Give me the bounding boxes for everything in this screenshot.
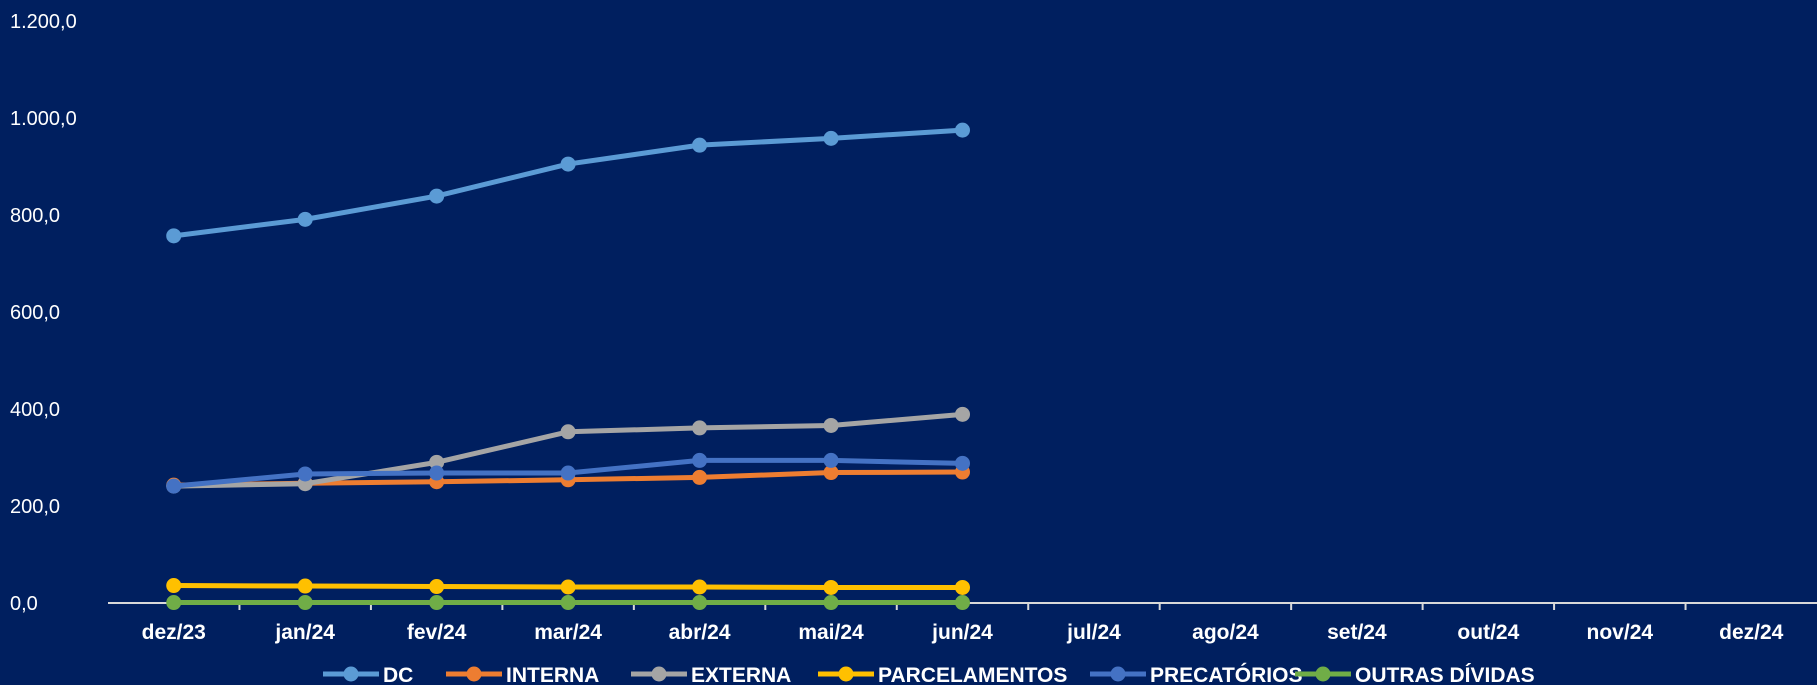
y-tick-label: 0,0 bbox=[10, 593, 38, 615]
y-tick-label: 800,0 bbox=[10, 205, 60, 227]
data-point bbox=[823, 417, 839, 433]
data-point bbox=[429, 465, 445, 481]
data-point bbox=[692, 595, 708, 611]
data-point bbox=[823, 130, 839, 146]
series-precat-rios bbox=[166, 452, 970, 494]
data-point bbox=[955, 455, 970, 471]
data-point bbox=[823, 452, 839, 468]
x-tick-label: fev/24 bbox=[407, 621, 467, 644]
legend-marker bbox=[838, 666, 854, 682]
data-point bbox=[166, 595, 182, 611]
data-point bbox=[297, 466, 313, 482]
legend-item: DC bbox=[323, 664, 413, 685]
y-tick-label: 1.000,0 bbox=[10, 108, 77, 130]
data-point bbox=[560, 156, 576, 172]
x-tick-label: mai/24 bbox=[798, 621, 864, 644]
legend-item: PARCELAMENTOS bbox=[818, 664, 1067, 685]
x-tick-label: jun/24 bbox=[931, 621, 993, 644]
x-tick-label: dez/24 bbox=[1719, 621, 1784, 644]
legend-label: DC bbox=[383, 664, 413, 685]
legend-label: INTERNA bbox=[506, 664, 599, 685]
x-axis-ticks: dez/23 jan/24 fev/24 mar/24 abr/24 mai/24 jun/… bbox=[142, 621, 1784, 644]
series-layer bbox=[166, 122, 970, 611]
legend-item: INTERNA bbox=[446, 664, 599, 685]
data-point bbox=[692, 420, 708, 436]
legend-item: PRECATÓRIOS bbox=[1090, 663, 1302, 685]
legend-marker bbox=[651, 666, 667, 682]
legend-item: EXTERNA bbox=[631, 664, 791, 685]
data-point bbox=[823, 579, 839, 595]
x-tick-label: ago/24 bbox=[1192, 621, 1259, 644]
series-dc bbox=[166, 122, 970, 244]
data-point bbox=[429, 454, 445, 470]
legend: DC INTERNA EXTERNA PARCELAMENTOS PRECATÓRIOS… bbox=[323, 663, 1535, 685]
series-outras-d-vidas bbox=[166, 595, 970, 611]
data-point bbox=[166, 228, 182, 244]
legend-item: OUTRAS DÍVIDAS bbox=[1295, 664, 1535, 685]
series-parcelamentos bbox=[166, 578, 970, 595]
legend-marker bbox=[1315, 666, 1331, 682]
data-point bbox=[166, 578, 182, 594]
data-point bbox=[429, 579, 445, 595]
data-point bbox=[560, 465, 576, 481]
legend-label: PRECATÓRIOS bbox=[1150, 663, 1302, 685]
data-point bbox=[823, 595, 839, 611]
data-point bbox=[692, 469, 708, 485]
data-point bbox=[297, 211, 313, 227]
legend-label: PARCELAMENTOS bbox=[878, 664, 1067, 685]
series-line bbox=[171, 127, 965, 239]
legend-label: OUTRAS DÍVIDAS bbox=[1355, 664, 1535, 685]
data-point bbox=[297, 595, 313, 611]
data-point bbox=[297, 578, 313, 594]
data-point bbox=[692, 137, 708, 153]
data-point bbox=[955, 579, 970, 595]
data-point bbox=[955, 122, 970, 138]
x-tick-label: jan/24 bbox=[274, 621, 335, 644]
legend-marker bbox=[466, 666, 482, 682]
data-point bbox=[955, 595, 970, 611]
y-tick-label: 400,0 bbox=[10, 399, 60, 421]
x-tick-label: jul/24 bbox=[1066, 621, 1121, 644]
legend-label: EXTERNA bbox=[691, 664, 791, 685]
y-tick-label: 200,0 bbox=[10, 496, 60, 518]
x-tick-label: set/24 bbox=[1327, 621, 1387, 644]
y-axis-ticks: 0,0 200,0 400,0 600,0 800,0 1.000,0 1.200,0 bbox=[10, 11, 77, 615]
x-tick-label: dez/23 bbox=[142, 621, 206, 644]
y-tick-label: 600,0 bbox=[10, 302, 60, 324]
x-tick-label: out/24 bbox=[1457, 621, 1519, 644]
data-point bbox=[560, 579, 576, 595]
data-point bbox=[692, 452, 708, 468]
data-point bbox=[429, 595, 445, 611]
x-tick-label: nov/24 bbox=[1587, 621, 1654, 644]
data-point bbox=[692, 579, 708, 595]
data-point bbox=[955, 406, 970, 422]
data-point bbox=[823, 465, 839, 481]
y-tick-label: 1.200,0 bbox=[10, 11, 77, 33]
data-point bbox=[560, 595, 576, 611]
legend-marker bbox=[1110, 666, 1126, 682]
x-tick-label: abr/24 bbox=[669, 621, 731, 644]
data-point bbox=[166, 478, 182, 494]
data-point bbox=[560, 424, 576, 440]
data-point bbox=[429, 188, 445, 204]
x-tick-label: mar/24 bbox=[534, 621, 602, 644]
legend-marker bbox=[343, 666, 359, 682]
